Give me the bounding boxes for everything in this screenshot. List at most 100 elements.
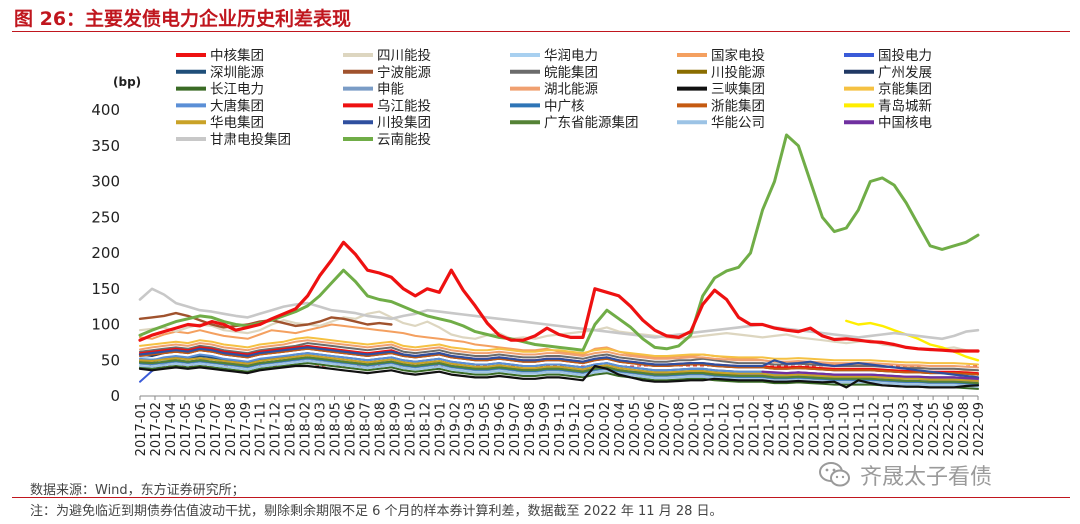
legend-label: 皖能集团 [544, 65, 598, 81]
legend-label: 深圳能源 [210, 65, 264, 81]
series-line [139, 356, 979, 385]
series-line [761, 370, 980, 380]
watermark: 齐晟太子看债 [818, 457, 1058, 493]
series-line [139, 336, 979, 366]
legend-label: 华能公司 [711, 115, 765, 131]
series-line [138, 346, 980, 379]
x-tick-label: 2018-05 [329, 402, 344, 456]
legend-label: 广东省能源集团 [544, 115, 639, 131]
x-tick-label: 2017-01 [134, 402, 149, 456]
x-tick-label: 2020-02 [598, 402, 613, 456]
y-tick-label: 250 [91, 208, 120, 226]
x-tick-label: 2018-10 [403, 402, 418, 456]
x-tick-label: 2021-05 [777, 402, 792, 456]
x-tick-label: 2017-12 [269, 402, 284, 456]
legend-label: 浙能集团 [711, 98, 765, 114]
legend-label: 乌江能投 [377, 98, 431, 114]
x-tick-label: 2020-08 [673, 402, 688, 456]
data-source-note: 数据来源：Wind，东方证券研究所； [30, 483, 245, 498]
watermark-text: 齐晟太子看债 [860, 465, 993, 490]
legend-label: 云南能投 [377, 132, 431, 148]
x-tick-label: 2018-09 [388, 402, 403, 456]
legend-label: 青岛城新 [878, 98, 932, 114]
x-tick-label: 2020-06 [643, 402, 658, 456]
x-tick-label: 2019-01 [433, 402, 448, 456]
x-tick-label: 2022-08 [957, 402, 972, 456]
x-tick-label: 2021-12 [867, 402, 882, 456]
y-tick-label: 50 [101, 351, 120, 369]
x-tick-label: 2017-07 [209, 402, 224, 456]
legend-label: 申能 [377, 82, 404, 98]
x-tick-label: 2019-05 [478, 402, 493, 456]
x-tick-label: 2019-09 [538, 402, 553, 456]
footnote: 注：为避免临近到期债券估值波动干扰，剔除剩余期限不足 6 个月的样本券计算利差，… [30, 504, 723, 519]
legend-label: 华电集团 [210, 115, 264, 131]
x-tick-label: 2020-04 [613, 402, 628, 456]
title-rule [12, 31, 1070, 32]
x-tick-label: 2020-11 [703, 402, 718, 456]
x-tick-label: 2020-07 [658, 402, 673, 456]
x-tick-label: 2019-11 [553, 402, 568, 456]
legend-label: 京能集团 [878, 82, 932, 98]
legend-label: 甘肃电投集团 [210, 132, 291, 148]
x-tick-label: 2022-06 [942, 402, 957, 456]
x-tick-label: 2017-09 [239, 402, 254, 456]
x-tick-label: 2021-06 [792, 402, 807, 456]
legend-label: 川投能源 [711, 65, 765, 81]
x-tick-label: 2021-10 [837, 402, 852, 456]
legend-label: 川投集团 [377, 115, 431, 131]
series-line [138, 240, 980, 353]
legend-label: 四川能投 [377, 48, 431, 64]
y-tick-label: 150 [91, 280, 120, 298]
x-tick-label: 2018-07 [358, 402, 373, 456]
x-tick-label: 2021-08 [822, 402, 837, 456]
x-tick-label: 2018-03 [314, 402, 329, 456]
y-tick-label: 200 [91, 244, 120, 262]
legend-label: 国投电力 [878, 48, 932, 64]
x-tick-label: 2018-06 [344, 402, 359, 456]
legend-label: 国家电投 [711, 47, 765, 64]
x-tick-label: 2020-05 [628, 402, 643, 456]
y-axis: 0 50 100 150 200 250 300 350 400 [91, 101, 120, 405]
x-tick-label: 2022-01 [882, 402, 897, 456]
series-line [139, 347, 979, 376]
x-tick-label: 2020-12 [718, 402, 733, 456]
x-tick-label: 2019-03 [463, 402, 478, 456]
legend-label: 中核集团 [210, 48, 264, 64]
series-line [139, 354, 979, 382]
series-lines [138, 133, 980, 390]
x-tick-label: 2017-05 [179, 402, 194, 456]
bottom-rule [12, 497, 1070, 498]
x-tick-label: 2018-01 [284, 402, 299, 456]
legend-label: 长江电力 [210, 82, 264, 98]
x-tick-label: 2019-07 [508, 402, 523, 456]
x-tick-label: 2021-02 [748, 402, 763, 456]
legend-label: 湖北能源 [544, 82, 598, 98]
y-tick-label: 350 [91, 137, 120, 155]
y-tick-label: 300 [91, 173, 120, 191]
x-tick-label: 2017-11 [254, 402, 269, 456]
x-tick-label: 2022-03 [897, 402, 912, 456]
x-tick-label: 2022-09 [972, 402, 987, 456]
x-tick-label: 2017-02 [149, 402, 164, 456]
legend-label: 中广核 [544, 98, 585, 114]
x-tick-label: 2020-01 [583, 402, 598, 456]
legend-label: 大唐集团 [210, 97, 264, 114]
x-tick-label: 2017-04 [164, 402, 179, 456]
x-tick-label: 2019-02 [448, 402, 463, 456]
legend-label: 中国核电 [878, 115, 932, 131]
y-tick-label: 400 [91, 101, 120, 119]
x-tick-label: 2021-01 [733, 402, 748, 456]
series-line [138, 364, 980, 389]
legend-label: 华润电力 [544, 48, 598, 64]
x-tick-label: 2017-06 [194, 402, 209, 456]
y-tick-label: 0 [110, 387, 120, 405]
x-tick-label: 2019-06 [493, 402, 508, 456]
x-tick-label: 2017-08 [224, 402, 239, 456]
x-tick-label: 2018-08 [373, 402, 388, 456]
x-tick-label: 2018-02 [299, 402, 314, 456]
x-tick-label: 2019-12 [568, 402, 583, 456]
x-tick-label: 2020-10 [688, 402, 703, 456]
y-axis-label: (bp) [113, 75, 141, 89]
